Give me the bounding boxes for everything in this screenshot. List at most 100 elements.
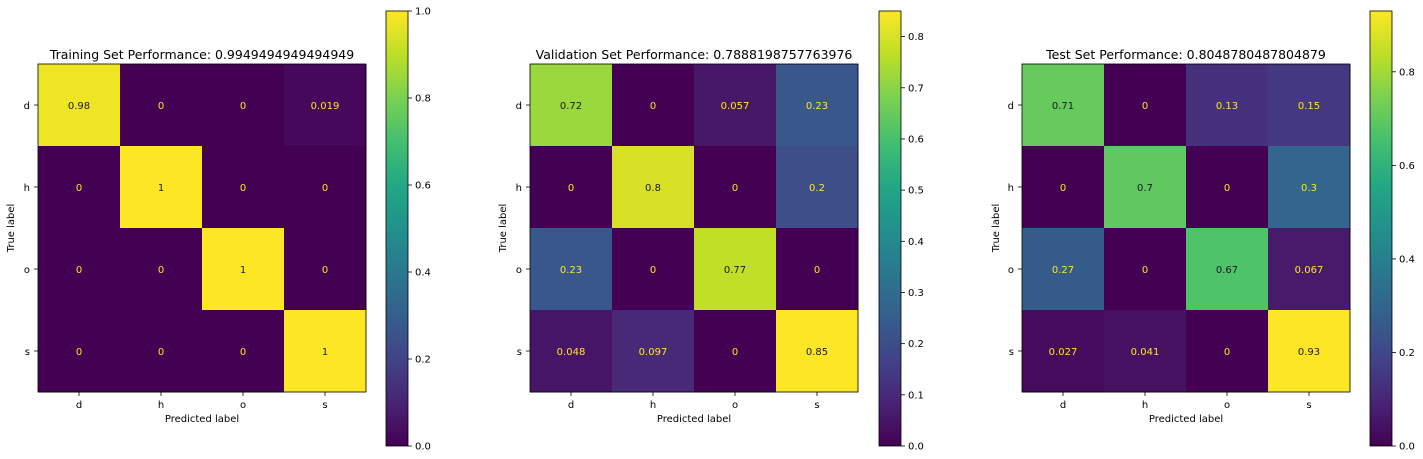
validation-confusion-matrix: Validation Set Performance: 0.7888198757… <box>498 10 924 453</box>
cell-value-label: 1 <box>240 265 246 276</box>
cell-h-d <box>1022 146 1105 229</box>
colorbar-gradient <box>878 10 902 447</box>
cell-s-o <box>694 310 777 393</box>
y-axis-label: True label <box>498 204 509 254</box>
cell-d-d <box>530 64 613 147</box>
cell-o-o <box>202 228 285 311</box>
x-tick-label: o <box>732 400 738 411</box>
colorbar-tick-label: 0.2 <box>1399 348 1415 359</box>
x-tick-label: s <box>814 400 819 411</box>
x-tick-label: h <box>158 400 164 411</box>
x-tick-label: d <box>76 400 82 411</box>
cell-value-label: 0 <box>568 183 574 194</box>
cell-value-label: 0 <box>158 347 164 358</box>
cell-s-o <box>1186 310 1269 393</box>
cell-h-d <box>530 146 613 229</box>
colorbar-tick-label: 0.8 <box>908 32 924 43</box>
cell-s-s <box>776 310 859 393</box>
colorbar-tick-label: 0.6 <box>1399 161 1415 172</box>
cell-h-s <box>1268 146 1351 229</box>
colorbar: 0.0 0.2 0.4 0.6 0.8 1.0 <box>385 7 431 453</box>
cell-s-h <box>120 310 203 393</box>
cell-value-label: 0 <box>240 101 246 112</box>
cell-value-label: 0 <box>650 101 656 112</box>
chart-title: Test Set Performance: 0.8048780487804879 <box>1045 47 1326 62</box>
y-tick-label: o <box>24 265 30 276</box>
cell-s-d <box>38 310 121 393</box>
axes-frame <box>1021 63 1351 393</box>
cell-o-h <box>120 228 203 311</box>
colorbar-tick-label: 0.2 <box>415 355 431 366</box>
y-tick-labels: d h o s <box>516 101 530 358</box>
x-tick-label: h <box>1142 400 1148 411</box>
cell-o-h <box>612 228 695 311</box>
matrix-cells <box>1021 63 1351 393</box>
colorbar-tick-label: 0.0 <box>415 442 431 453</box>
x-tick-label: s <box>1306 400 1311 411</box>
y-tick-label: o <box>516 265 522 276</box>
cell-value-label: 0.27 <box>1052 265 1074 276</box>
chart-title: Validation Set Performance: 0.7888198757… <box>536 47 853 62</box>
x-tick-label: d <box>568 400 574 411</box>
colorbar-tick-label: 0.4 <box>1399 254 1415 265</box>
cell-s-d <box>530 310 613 393</box>
cell-value-label: 0 <box>76 265 82 276</box>
colorbar-gradient <box>385 10 409 447</box>
cell-d-o <box>202 64 285 147</box>
cell-d-s <box>284 64 367 147</box>
x-axis-label: Predicted label <box>1149 414 1223 425</box>
axes-frame <box>37 63 367 393</box>
cell-d-o <box>694 64 777 147</box>
cell-o-h <box>1104 228 1187 311</box>
y-tick-label: d <box>1008 101 1014 112</box>
colorbar-gradient <box>1369 10 1393 447</box>
y-axis-label: True label <box>6 204 17 254</box>
cell-value-label: 0.7 <box>1137 183 1153 194</box>
y-tick-label: h <box>516 183 522 194</box>
matrix-cells <box>529 63 859 393</box>
x-tick-label: d <box>1060 400 1066 411</box>
cell-value-label: 0 <box>1060 183 1066 194</box>
colorbar: 0.0 0.1 0.2 0.3 0.4 0.5 0.6 0.7 0.8 <box>878 10 924 453</box>
cell-value-label: 0 <box>814 265 820 276</box>
cell-value-label: 0.85 <box>806 347 828 358</box>
cell-value-label: 0 <box>650 265 656 276</box>
cell-s-d <box>1022 310 1105 393</box>
y-tick-label: d <box>24 101 30 112</box>
y-axis-label: True label <box>991 204 1002 254</box>
cell-d-o <box>1186 64 1269 147</box>
cell-value-label: 0.93 <box>1298 347 1320 358</box>
cell-value-label: 0 <box>1142 101 1148 112</box>
cell-o-o <box>694 228 777 311</box>
y-tick-label: s <box>517 347 522 358</box>
cell-value-label: 0.13 <box>1216 101 1238 112</box>
cell-value-label: 0.097 <box>639 347 668 358</box>
cell-value-label: 0.8 <box>645 183 661 194</box>
matrix-cells <box>37 63 367 393</box>
cell-value-label: 0 <box>158 265 164 276</box>
cell-value-label: 0 <box>158 101 164 112</box>
cell-value-label: 0 <box>76 347 82 358</box>
cell-value-label: 0.23 <box>806 101 828 112</box>
colorbar-tick-label: 0.1 <box>908 390 924 401</box>
colorbar-tick-label: 0.8 <box>415 94 431 105</box>
cell-value-label: 0 <box>76 183 82 194</box>
cell-value-label: 0.027 <box>1049 347 1078 358</box>
cell-value-label: 0.98 <box>68 101 90 112</box>
cell-value-label: 0.067 <box>1295 265 1324 276</box>
x-tick-label: s <box>322 400 327 411</box>
y-tick-label: o <box>1008 265 1014 276</box>
colorbar-tick-label: 0.3 <box>908 288 924 299</box>
cell-value-label: 0 <box>240 183 246 194</box>
y-tick-label: s <box>25 347 30 358</box>
y-tick-label: h <box>1008 183 1014 194</box>
cell-o-d <box>530 228 613 311</box>
cell-s-s <box>284 310 367 393</box>
test-confusion-matrix: Test Set Performance: 0.8048780487804879… <box>991 10 1415 453</box>
x-tick-label: o <box>1224 400 1230 411</box>
colorbar-tick-label: 0.5 <box>908 186 924 197</box>
x-axis-label: Predicted label <box>165 414 239 425</box>
